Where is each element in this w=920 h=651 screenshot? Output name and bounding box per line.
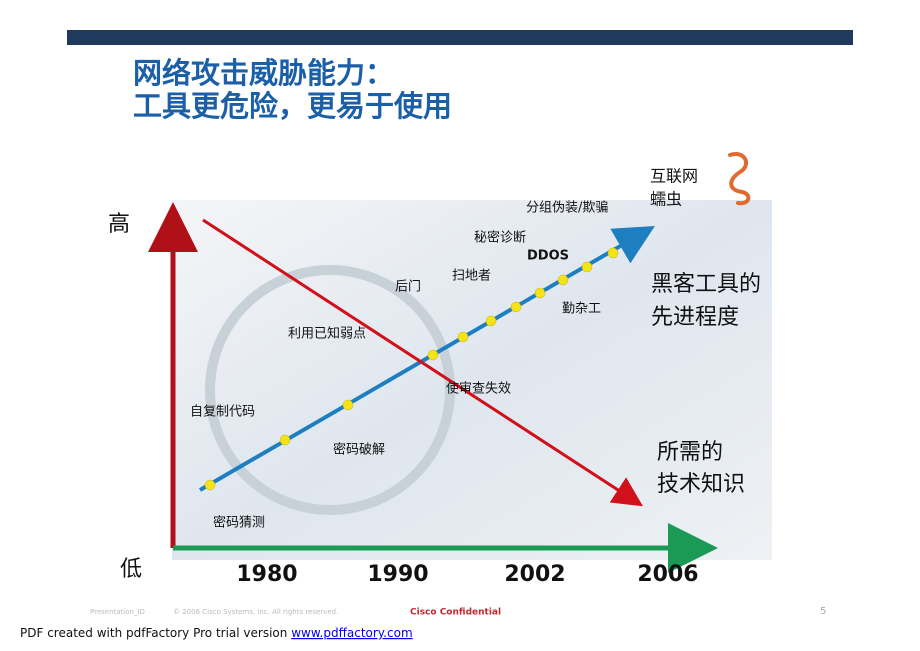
worm-label: 互联网 bbox=[650, 167, 698, 186]
pdf-note: PDF created with pdfFactory Pro trial ve… bbox=[20, 626, 413, 640]
knowledge-label: 所需的 bbox=[657, 440, 723, 465]
attack-label: 扫地者 bbox=[452, 269, 491, 284]
magnifier bbox=[205, 265, 455, 515]
attack-label: 秘密诊断 bbox=[474, 230, 526, 246]
attack-label: 使审查失效 bbox=[446, 381, 511, 397]
worm-label: 蠕虫 bbox=[650, 190, 682, 209]
attack-label: 利用已知弱点 bbox=[288, 326, 366, 342]
footer-page: 5 bbox=[820, 606, 826, 617]
title: 网络攻击威胁能力： bbox=[133, 56, 394, 90]
footer-id: Presentation_ID bbox=[90, 608, 145, 616]
attack-label: 后门 bbox=[395, 280, 421, 295]
attack-label: 密码破解 bbox=[333, 442, 385, 458]
top-bar bbox=[67, 30, 853, 45]
tool-line bbox=[198, 225, 655, 492]
x-label: 1990 bbox=[367, 562, 428, 587]
attack-label: 密码猜测 bbox=[213, 515, 265, 531]
x-label: 2002 bbox=[504, 562, 565, 587]
attack-label: DDOS bbox=[527, 249, 569, 264]
worm-icon bbox=[728, 152, 751, 206]
y-high: 高 bbox=[108, 212, 130, 237]
knowledge-label: 技术知识 bbox=[657, 472, 745, 497]
footer-copyright: © 2006 Cisco Systems, Inc. All rights re… bbox=[173, 608, 338, 616]
tool-label: 先进程度 bbox=[651, 305, 739, 330]
background-image bbox=[172, 200, 772, 560]
x-label: 1980 bbox=[236, 562, 297, 587]
footer-confidential: Cisco Confidential bbox=[410, 608, 501, 618]
attack-label: 分组伪装/欺骗 bbox=[526, 201, 608, 216]
y-low: 低 bbox=[120, 557, 142, 582]
attack-label: 自复制代码 bbox=[190, 405, 255, 420]
attack-label: 勤杂工 bbox=[562, 302, 601, 317]
title: 工具更危险，更易于使用 bbox=[133, 89, 452, 123]
knowledge-line bbox=[202, 218, 644, 507]
tool-label: 黑客工具的 bbox=[651, 272, 761, 297]
pdf-link[interactable]: www.pdffactory.com bbox=[291, 626, 412, 640]
x-label: 2006 bbox=[637, 562, 698, 587]
pdf-note-text: PDF created with pdfFactory Pro trial ve… bbox=[20, 626, 291, 640]
dots bbox=[204, 247, 619, 491]
